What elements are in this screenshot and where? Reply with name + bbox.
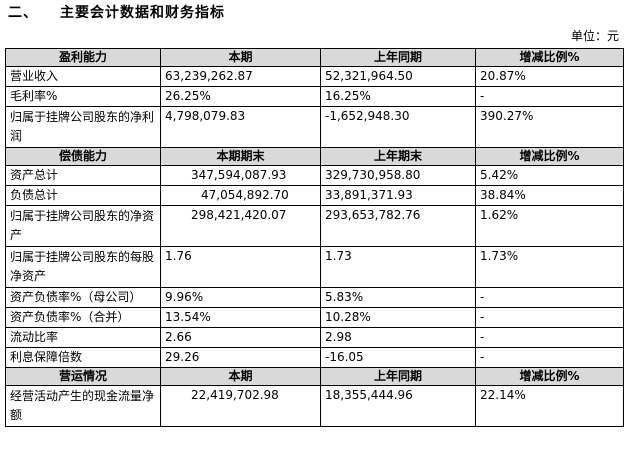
table-row: 营业收入 63,239,262.87 52,321,964.50 20.87% — [5, 66, 624, 87]
current-value: 22,419,702.98 — [160, 385, 321, 427]
prior-value: 52,321,964.50 — [320, 66, 476, 87]
row-label: 资产总计 — [5, 165, 161, 186]
row-label: 营业收入 — [5, 66, 161, 87]
column-header: 本期期末 — [160, 147, 321, 166]
column-header: 上年同期 — [320, 367, 476, 386]
prior-value: 16.25% — [320, 86, 476, 107]
current-value: 298,421,420.07 — [160, 205, 321, 247]
prior-value: 10.28% — [320, 307, 476, 328]
table-row: 负债总计 47,054,892.70 33,891,371.93 38.84% — [5, 185, 624, 206]
prior-value: 2.98 — [320, 327, 476, 348]
current-value: 9.96% — [160, 287, 321, 308]
column-header: 上年同期 — [320, 48, 476, 67]
change-value: - — [475, 347, 624, 368]
prior-value: 329,730,958.80 — [320, 165, 476, 186]
current-value: 47,054,892.70 — [160, 185, 321, 206]
row-label: 流动比率 — [5, 327, 161, 348]
change-value: 390.27% — [475, 106, 624, 148]
change-value: - — [475, 307, 624, 328]
row-label: 资产负债率%（合并） — [5, 307, 161, 328]
table-row: 利息保障倍数 29.26 -16.05 - — [5, 347, 624, 368]
section-heading: 二、 主要会计数据和财务指标 — [8, 2, 225, 24]
row-label: 负债总计 — [5, 185, 161, 206]
profit-header-row: 盈利能力 本期 上年同期 增减比例% — [5, 48, 624, 67]
change-value: 1.62% — [475, 205, 624, 247]
row-label: 归属于挂牌公司股东的净资产 — [5, 205, 161, 247]
change-value: 38.84% — [475, 185, 624, 206]
current-value: 26.25% — [160, 86, 321, 107]
change-value: - — [475, 287, 624, 308]
table-row: 流动比率 2.66 2.98 - — [5, 327, 624, 348]
financial-indicators-table: 盈利能力 本期 上年同期 增减比例% 营业收入 63,239,262.87 52… — [5, 48, 624, 427]
column-header: 本期 — [160, 48, 321, 67]
prior-value: 5.83% — [320, 287, 476, 308]
row-label: 经营活动产生的现金流量净额 — [5, 385, 161, 427]
current-value: 2.66 — [160, 327, 321, 348]
column-header: 偿债能力 — [5, 147, 161, 166]
current-value: 29.26 — [160, 347, 321, 368]
column-header: 增减比例% — [475, 147, 624, 166]
section-title: 主要会计数据和财务指标 — [60, 5, 225, 21]
row-label: 利息保障倍数 — [5, 347, 161, 368]
row-label: 归属于挂牌公司股东的每股净资产 — [5, 246, 161, 288]
prior-value: 18,355,444.96 — [320, 385, 476, 427]
change-value: 20.87% — [475, 66, 624, 87]
table-row: 资产负债率%（合并） 13.54% 10.28% - — [5, 307, 624, 328]
section-number: 二、 — [8, 5, 38, 21]
row-label: 毛利率% — [5, 86, 161, 107]
row-label: 资产负债率%（母公司） — [5, 287, 161, 308]
current-value: 63,239,262.87 — [160, 66, 321, 87]
current-value: 347,594,087.93 — [160, 165, 321, 186]
unit-label: 单位：元 — [570, 29, 619, 43]
table-row: 归属于挂牌公司股东的净利润 4,798,079.83 -1,652,948.30… — [5, 106, 624, 148]
table-row: 资产负债率%（母公司） 9.96% 5.83% - — [5, 287, 624, 308]
table-row: 经营活动产生的现金流量净额 22,419,702.98 18,355,444.9… — [5, 385, 624, 427]
column-header: 盈利能力 — [5, 48, 161, 67]
change-value: 22.14% — [475, 385, 624, 427]
prior-value: 33,891,371.93 — [320, 185, 476, 206]
operation-header-row: 营运情况 本期 上年同期 增减比例% — [5, 367, 624, 386]
change-value: - — [475, 327, 624, 348]
solvency-header-row: 偿债能力 本期期末 上年期末 增减比例% — [5, 147, 624, 166]
prior-value: -1,652,948.30 — [320, 106, 476, 148]
prior-value: -16.05 — [320, 347, 476, 368]
current-value: 1.76 — [160, 246, 321, 288]
table-row: 毛利率% 26.25% 16.25% - — [5, 86, 624, 107]
column-header: 增减比例% — [475, 367, 624, 386]
column-header: 本期 — [160, 367, 321, 386]
current-value: 13.54% — [160, 307, 321, 328]
table-row: 资产总计 347,594,087.93 329,730,958.80 5.42% — [5, 165, 624, 186]
table-row: 归属于挂牌公司股东的净资产 298,421,420.07 293,653,782… — [5, 205, 624, 247]
column-header: 增减比例% — [475, 48, 624, 67]
table-row: 归属于挂牌公司股东的每股净资产 1.76 1.73 1.73% — [5, 246, 624, 288]
prior-value: 1.73 — [320, 246, 476, 288]
column-header: 上年期末 — [320, 147, 476, 166]
current-value: 4,798,079.83 — [160, 106, 321, 148]
change-value: 5.42% — [475, 165, 624, 186]
change-value: 1.73% — [475, 246, 624, 288]
change-value: - — [475, 86, 624, 107]
column-header: 营运情况 — [5, 367, 161, 386]
prior-value: 293,653,782.76 — [320, 205, 476, 247]
row-label: 归属于挂牌公司股东的净利润 — [5, 106, 161, 148]
